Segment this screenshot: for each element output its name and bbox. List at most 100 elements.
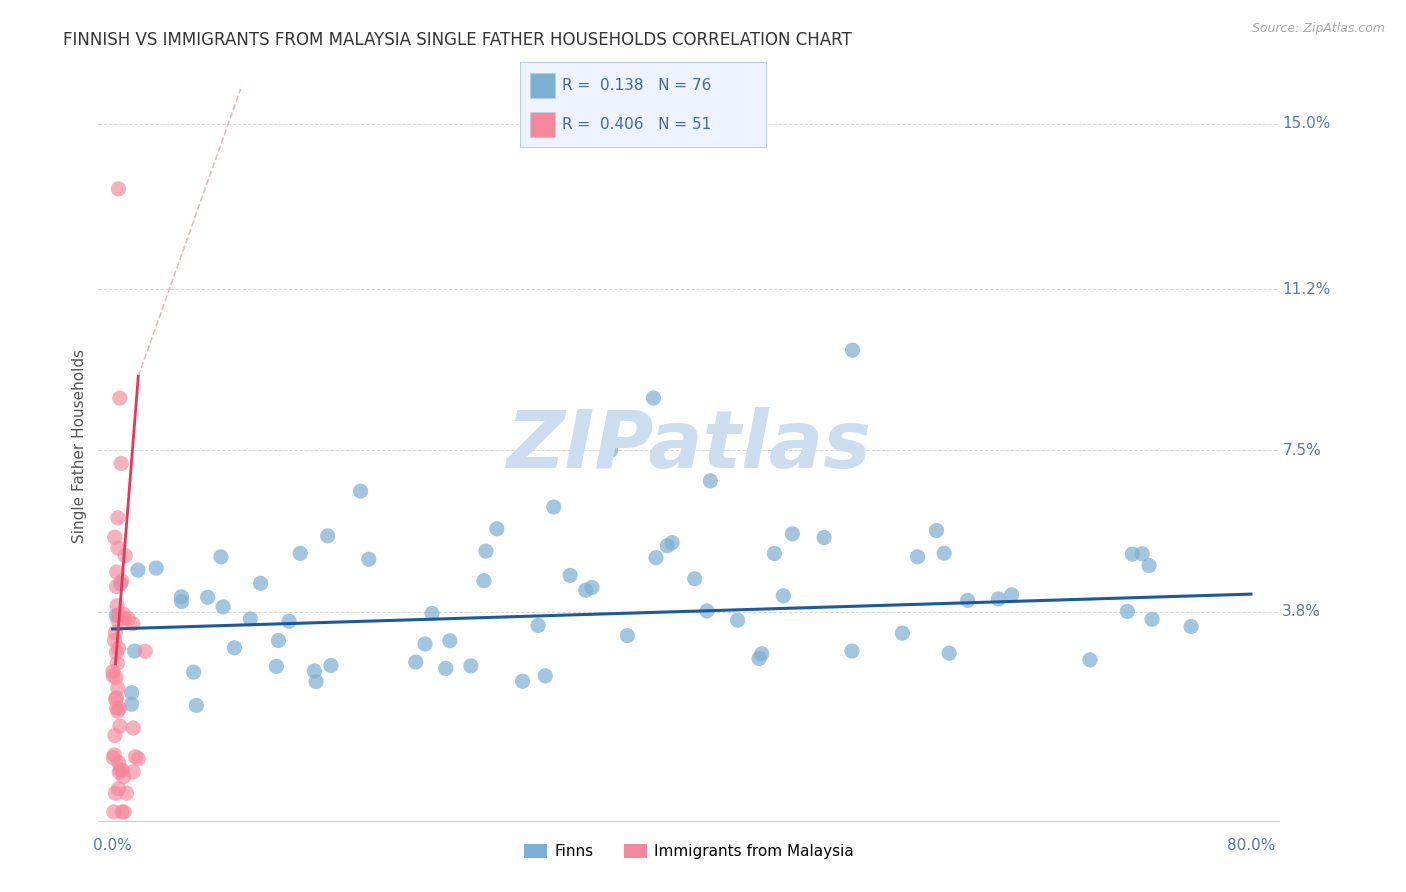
Point: [112, 607, 135, 622]
Point: [956, 593, 979, 607]
Point: [127, 563, 149, 577]
Point: [110, 763, 132, 777]
Point: [183, 665, 205, 680]
Point: [105, 599, 128, 613]
Point: [105, 645, 128, 659]
Point: [107, 756, 129, 770]
Point: [305, 674, 328, 689]
Point: [224, 640, 246, 655]
Point: [266, 659, 288, 673]
Point: [699, 474, 721, 488]
Point: [107, 641, 129, 656]
Text: 0.0%: 0.0%: [93, 838, 132, 853]
Point: [105, 608, 128, 623]
Legend: Finns, Immigrants from Malaysia: Finns, Immigrants from Malaysia: [517, 838, 860, 865]
Point: [413, 637, 436, 651]
Point: [107, 541, 129, 555]
Point: [108, 765, 131, 780]
Point: [170, 590, 193, 604]
Point: [114, 612, 136, 626]
Point: [841, 644, 863, 658]
Point: [534, 669, 557, 683]
Point: [1137, 558, 1160, 573]
Point: [1116, 604, 1139, 618]
Point: [122, 616, 145, 631]
Point: [114, 549, 136, 563]
Point: [124, 749, 146, 764]
Point: [108, 608, 131, 623]
Point: [987, 591, 1010, 606]
Point: [841, 343, 863, 358]
Point: [121, 686, 143, 700]
Point: [107, 614, 129, 628]
Point: [278, 614, 301, 628]
Point: [1078, 653, 1101, 667]
Point: [124, 644, 146, 658]
Point: [107, 781, 129, 796]
Point: [661, 535, 683, 549]
Text: FINNISH VS IMMIGRANTS FROM MALAYSIA SINGLE FATHER HOUSEHOLDS CORRELATION CHART: FINNISH VS IMMIGRANTS FROM MALAYSIA SING…: [63, 31, 852, 49]
Point: [543, 500, 565, 514]
Point: [105, 579, 128, 593]
Point: [683, 572, 706, 586]
Point: [145, 561, 167, 575]
Point: [104, 670, 127, 684]
FancyBboxPatch shape: [530, 112, 554, 137]
Point: [290, 546, 312, 560]
Point: [212, 599, 235, 614]
Point: [512, 674, 534, 689]
Point: [107, 681, 129, 696]
Point: [104, 530, 127, 544]
Text: 11.2%: 11.2%: [1282, 282, 1330, 297]
Point: [1140, 612, 1163, 626]
Point: [105, 701, 128, 715]
Point: [108, 391, 131, 405]
Point: [112, 805, 135, 819]
Point: [105, 690, 128, 705]
Point: [696, 604, 718, 618]
Point: [316, 529, 339, 543]
Point: [782, 526, 804, 541]
Text: R =  0.138   N = 76: R = 0.138 N = 76: [562, 78, 711, 93]
Point: [1130, 547, 1153, 561]
Point: [110, 457, 132, 471]
Point: [103, 747, 125, 762]
Point: [763, 546, 786, 560]
FancyBboxPatch shape: [530, 72, 554, 98]
Text: 7.5%: 7.5%: [1282, 442, 1322, 458]
Point: [527, 618, 550, 632]
Point: [420, 607, 443, 621]
Text: ZIPatlas: ZIPatlas: [506, 407, 872, 485]
Point: [475, 544, 498, 558]
Point: [134, 644, 156, 658]
Point: [267, 633, 290, 648]
Point: [101, 665, 124, 679]
Point: [891, 626, 914, 640]
Point: [249, 576, 271, 591]
Point: [107, 511, 129, 525]
Point: [599, 443, 621, 458]
Point: [616, 629, 638, 643]
Point: [104, 625, 127, 640]
Point: [111, 574, 134, 588]
Point: [112, 770, 135, 784]
Point: [319, 658, 342, 673]
Point: [472, 574, 495, 588]
Point: [560, 568, 582, 582]
Point: [1121, 547, 1143, 561]
Point: [934, 546, 956, 560]
Text: R =  0.406   N = 51: R = 0.406 N = 51: [562, 117, 711, 132]
Text: 3.8%: 3.8%: [1282, 604, 1322, 619]
Point: [122, 721, 145, 735]
Point: [104, 786, 127, 800]
Point: [104, 633, 127, 648]
Point: [197, 591, 219, 605]
Text: 15.0%: 15.0%: [1282, 116, 1330, 131]
Point: [111, 805, 134, 819]
Point: [439, 633, 461, 648]
Point: [645, 550, 668, 565]
Point: [357, 552, 380, 566]
Point: [110, 577, 132, 591]
Point: [813, 531, 835, 545]
Point: [108, 701, 131, 715]
